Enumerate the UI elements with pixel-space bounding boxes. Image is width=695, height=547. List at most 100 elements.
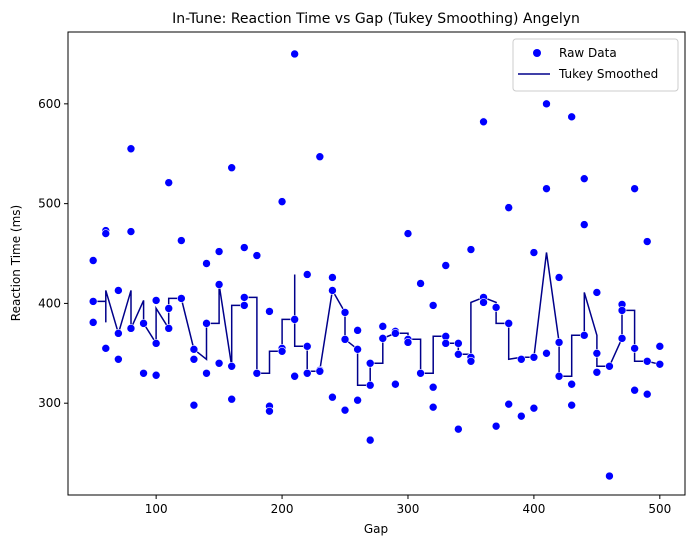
data-point [630,344,639,353]
legend-marker-raw-data [533,49,541,57]
data-point [353,395,362,405]
data-point [290,315,299,324]
legend-label-raw-data: Raw Data [559,46,617,60]
data-point [391,379,400,389]
data-point [114,286,123,295]
data-point [579,331,589,340]
data-point [189,400,199,410]
data-point [517,354,526,364]
data-point [302,342,312,351]
data-point [328,273,337,282]
data-point [340,335,350,344]
y-axis: 300 400 500 600 [38,97,68,410]
data-point [567,112,576,122]
data-point [428,382,438,392]
data-point [227,361,236,371]
data-point [139,368,148,378]
data-point [378,334,388,343]
data-point [126,324,136,333]
data-point [214,358,224,368]
data-point [88,297,98,306]
x-tick-label: 100 [145,502,168,516]
data-point [592,288,602,297]
data-point [340,405,350,415]
data-point [277,197,287,206]
data-point [126,144,136,154]
x-tick-label: 300 [397,502,420,516]
data-point [353,345,362,354]
x-axis: 100 200 300 400 500 [145,495,671,516]
data-point [642,389,652,399]
data-point [403,338,413,347]
data-point [202,319,211,328]
data-point [630,385,639,395]
series-raw-data [88,49,665,481]
chart-title: In-Tune: Reaction Time vs Gap (Tukey Smo… [172,11,580,27]
data-point [441,261,451,270]
data-point [554,273,564,282]
data-point [177,236,186,245]
data-point [315,152,325,162]
data-point [479,117,488,127]
data-point [391,329,400,338]
data-point [239,301,249,310]
y-tick-label: 600 [38,97,61,111]
data-point [239,243,249,252]
data-point [164,324,174,333]
data-point [542,99,551,109]
data-point [542,184,551,193]
data-point [630,184,639,193]
data-point [214,280,224,289]
y-tick-label: 400 [38,296,61,310]
data-point [365,358,375,368]
plot-area [67,31,686,496]
x-tick-label: 200 [271,502,294,516]
data-point [592,349,602,358]
data-point [214,247,224,256]
data-point [189,354,199,364]
data-point [328,286,337,295]
data-point [164,304,174,313]
data-point [265,307,274,316]
y-tick-label: 500 [38,197,61,211]
data-point [504,399,514,409]
data-point [101,344,111,353]
data-point [114,329,123,338]
data-point [302,270,312,279]
data-point [302,368,312,378]
data-point [617,306,627,315]
data-point [617,334,627,343]
data-point [517,411,526,421]
data-point [189,345,199,354]
data-point [227,163,236,173]
data-point [605,471,614,481]
data-point [290,371,299,381]
data-point [605,361,614,371]
legend-label-tukey-smoothed: Tukey Smoothed [558,67,658,81]
data-point [202,368,211,378]
data-point [554,371,564,381]
data-point [579,220,589,229]
series-line-tukey-smoothed [93,252,660,386]
legend-box [512,38,679,92]
data-point [403,229,413,238]
data-point [428,402,438,412]
data-point [466,245,476,254]
x-tick-label: 400 [522,502,545,516]
data-point [454,339,463,348]
data-point [567,379,576,389]
data-point [491,421,501,431]
data-point [454,350,463,359]
data-point [529,248,539,257]
data-point [252,251,262,260]
data-point [88,318,98,327]
data-point [428,301,438,310]
data-point [529,403,539,413]
data-point [365,380,375,390]
data-point [353,326,362,335]
data-point [126,227,136,236]
data-point [567,400,576,410]
data-point [378,322,388,331]
data-point [655,342,665,351]
